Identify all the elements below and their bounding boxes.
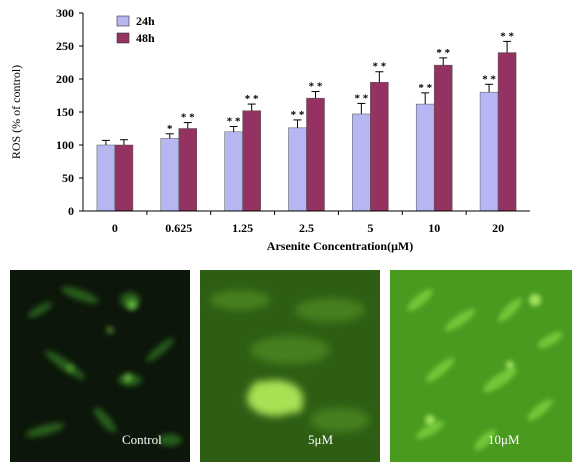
x-tick-label: 5: [367, 221, 373, 235]
x-tick-label: 2.5: [299, 221, 314, 235]
legend-label-24h: 24h: [136, 14, 155, 28]
y-axis: 0 50 100 150 200 250 300: [56, 6, 84, 218]
legend-swatch-24h: [116, 15, 130, 27]
x-axis: 0 0.625 1.25 2.5 5 10 20: [83, 210, 530, 235]
fluorescence-panel-5um: 5μM: [200, 270, 380, 462]
fluorescence-panel-10um: 10μM: [390, 270, 572, 462]
fluorescence-image-10um: [390, 270, 572, 462]
significance-mark: * *: [181, 112, 195, 124]
panel-label-control: Control: [122, 432, 162, 447]
bar-24h-1.25: [224, 131, 243, 212]
bar-48h-5: [370, 82, 389, 212]
panel-label-5um: 5μM: [308, 432, 334, 447]
bar-24h-0.625: [160, 138, 180, 212]
significance-mark: * *: [291, 109, 305, 121]
significance-mark: * *: [500, 30, 514, 42]
x-tick-label: 0: [112, 221, 118, 235]
panel-label-10um: 10μM: [488, 432, 520, 447]
significance-mark: * *: [372, 61, 386, 73]
y-axis-label: ROS (% of control): [9, 65, 23, 159]
bar-48h-20: [497, 52, 517, 212]
bar-48h-0.625: [178, 128, 198, 212]
significance-mark: * *: [418, 82, 432, 94]
bar-24h-2.5: [288, 127, 307, 212]
y-tick-label: 200: [56, 72, 74, 86]
significance-mark: * *: [309, 81, 323, 93]
y-tick-label: 0: [68, 204, 74, 218]
significance-mark: *: [167, 123, 173, 135]
legend-swatch-48h: [116, 32, 130, 44]
y-tick-label: 300: [56, 6, 74, 20]
bar-24h-10: [415, 103, 435, 212]
significance-mark: * *: [227, 116, 241, 128]
bar-24h-0: [96, 144, 116, 212]
legend: 24h 48h: [116, 14, 155, 45]
significance-mark: * *: [245, 93, 259, 105]
bar-24h-20: [479, 91, 499, 212]
fluorescence-image-control: [10, 270, 190, 462]
y-tick-label: 50: [62, 171, 74, 185]
significance-mark: * *: [436, 47, 450, 59]
x-tick-label: 20: [492, 221, 504, 235]
legend-label-48h: 48h: [136, 31, 155, 45]
bar-48h-2.5: [306, 97, 325, 212]
bar-48h-0: [114, 144, 134, 212]
x-tick-label: 1.25: [232, 221, 253, 235]
x-axis-label: Arsenite Concentration(μM): [267, 239, 413, 253]
bar-48h-10: [433, 64, 453, 212]
fluorescence-image-5um: [200, 270, 380, 462]
y-tick-label: 100: [56, 138, 74, 152]
x-tick-label: 10: [428, 221, 440, 235]
fluorescence-panel-control: Control: [10, 270, 190, 462]
x-tick-label: 0.625: [165, 221, 192, 235]
y-tick-label: 150: [56, 105, 74, 119]
y-tick-label: 250: [56, 39, 74, 53]
significance-mark: * *: [482, 73, 496, 85]
bars-group: * * * * * * * * * * * * * * * * * * * * * * *: [96, 30, 517, 212]
significance-mark: * *: [354, 92, 368, 104]
bar-48h-1.25: [242, 110, 261, 212]
bar-24h-5: [352, 113, 371, 212]
